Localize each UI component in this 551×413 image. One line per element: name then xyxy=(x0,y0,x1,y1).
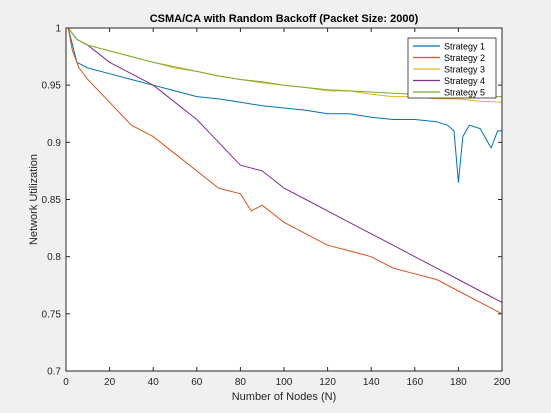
x-tick-label: 0 xyxy=(63,377,69,388)
x-tick-label: 60 xyxy=(191,377,203,388)
y-axis-label: Network Utilization xyxy=(28,154,40,245)
series-line-strategy-1 xyxy=(67,27,502,183)
axes-box xyxy=(65,27,503,372)
x-tick-label: 40 xyxy=(148,377,160,388)
y-tick-label: 0.8 xyxy=(47,252,61,263)
y-tick-label: 0.95 xyxy=(42,81,62,92)
chart-title: CSMA/CA with Random Backoff (Packet Size… xyxy=(150,13,419,25)
legend-label: Strategy 2 xyxy=(444,53,485,63)
x-tick-label: 180 xyxy=(450,377,467,388)
x-tick-label: 200 xyxy=(494,377,511,388)
legend-label: Strategy 1 xyxy=(444,42,485,52)
legend-label: Strategy 3 xyxy=(444,65,485,75)
x-tick-label: 160 xyxy=(406,377,423,388)
x-axis-label: Number of Nodes (N) xyxy=(232,391,337,403)
y-tick-label: 0.75 xyxy=(42,309,62,320)
series-line-strategy-2 xyxy=(67,27,503,315)
legend-label: Strategy 5 xyxy=(444,88,485,98)
x-tick-label: 80 xyxy=(235,377,247,388)
legend-box xyxy=(407,37,497,99)
x-tick-label: 140 xyxy=(363,377,380,388)
y-tick-label: 0.85 xyxy=(42,195,62,206)
legend-label: Strategy 4 xyxy=(444,76,485,86)
y-tick-label: 1 xyxy=(55,24,61,35)
x-tick-label: 100 xyxy=(276,377,293,388)
series-line-strategy-4 xyxy=(67,27,503,303)
x-tick-label: 120 xyxy=(319,377,336,388)
y-tick-label: 0.9 xyxy=(47,138,61,149)
y-tick-label: 0.7 xyxy=(47,367,61,378)
x-tick-label: 20 xyxy=(104,377,116,388)
axis-ticks: 0 20 40 60 80 100 120 140 160 180 200 0.7 0.75 0.8 0.8… xyxy=(42,24,511,389)
